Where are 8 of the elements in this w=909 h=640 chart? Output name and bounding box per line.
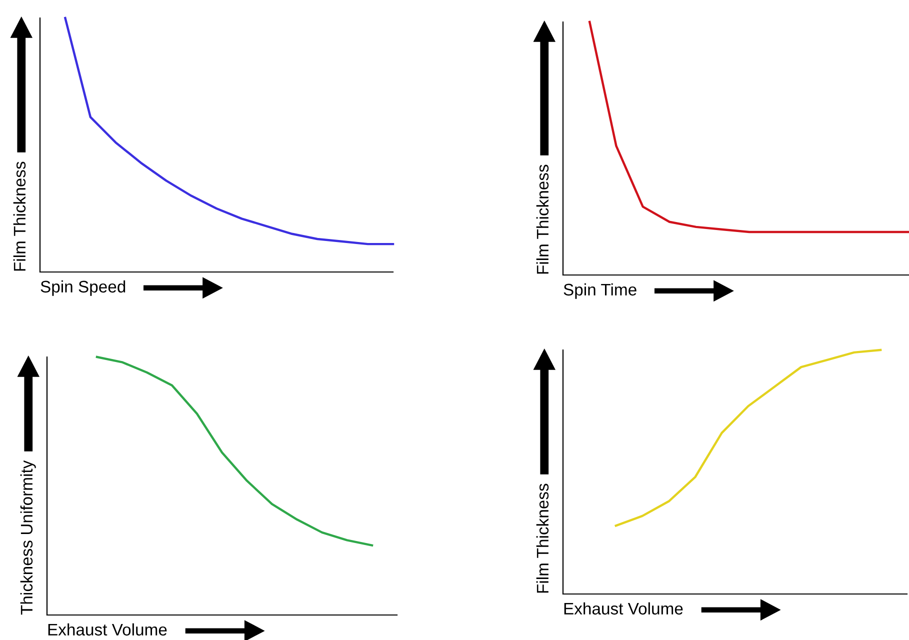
x-axis-title: Exhaust Volume [48, 623, 167, 636]
y-axis-title: Film Thickness [13, 162, 26, 271]
x-axis-title: Spin Time [564, 283, 636, 299]
y-axis-title: Thickness Uniformity [20, 460, 36, 615]
y-axis-title: Film Thickness [536, 484, 549, 593]
x-axis-title: Spin Speed [40, 280, 126, 296]
y-axis-title: Film Thickness [536, 164, 549, 274]
x-axis-title: Exhaust Volume [564, 602, 683, 615]
